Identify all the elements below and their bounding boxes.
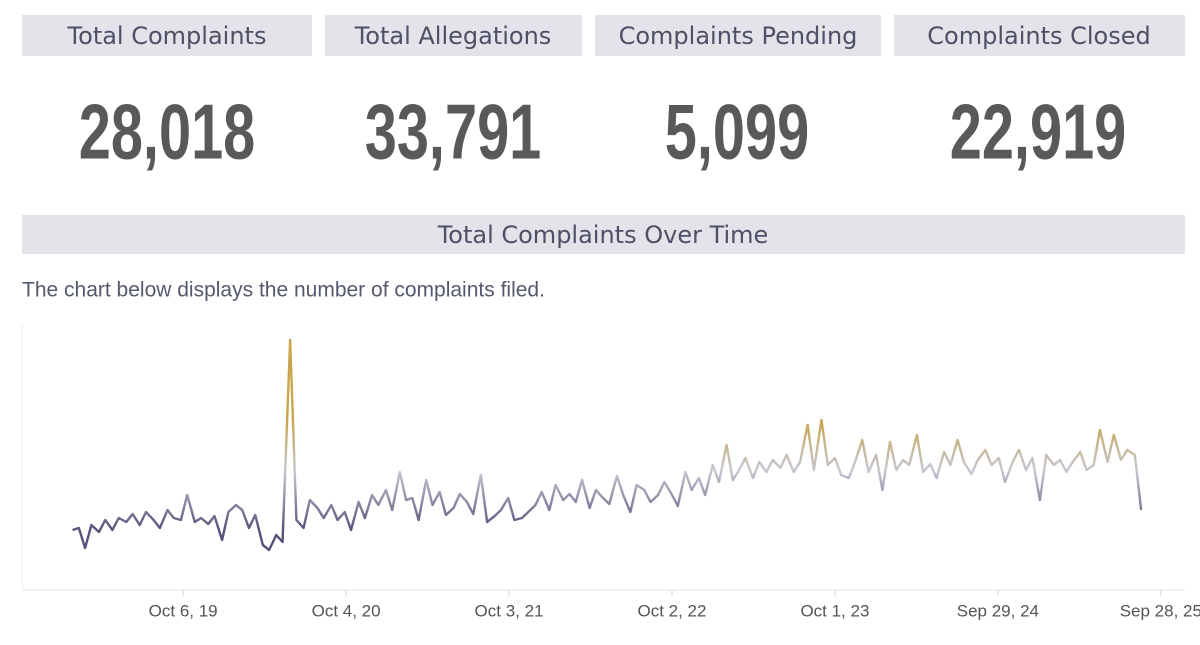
chart-header [22, 215, 1185, 254]
x-tick-label: Oct 6, 19 [149, 601, 218, 620]
kpi-value: 22,919 [950, 88, 1127, 176]
kpi-value: 5,099 [665, 88, 809, 176]
kpi-label: Total Allegations [354, 22, 552, 50]
kpi-label: Complaints Closed [927, 22, 1150, 50]
x-tick-label: Oct 3, 21 [475, 601, 544, 620]
kpi-value: 33,791 [365, 88, 542, 176]
x-tick-label: Oct 1, 23 [800, 601, 869, 620]
chart-subtitle: The chart below displays the number of c… [22, 279, 545, 302]
kpi-header [595, 15, 881, 56]
kpi-label: Total Complaints [67, 22, 267, 50]
x-tick-label: Oct 4, 20 [312, 601, 381, 620]
x-tick-label: Sep 28, 25 [1120, 601, 1200, 620]
kpi-header [22, 15, 312, 56]
kpi-header [325, 15, 582, 56]
x-tick-label: Oct 2, 22 [637, 601, 706, 620]
kpi-header [894, 15, 1185, 56]
kpi-value: 28,018 [79, 88, 256, 176]
chart-title: Total Complaints Over Time [437, 221, 769, 249]
x-tick-label: Sep 29, 24 [957, 601, 1039, 620]
kpi-label: Complaints Pending [619, 22, 858, 50]
line [72, 338, 1143, 552]
